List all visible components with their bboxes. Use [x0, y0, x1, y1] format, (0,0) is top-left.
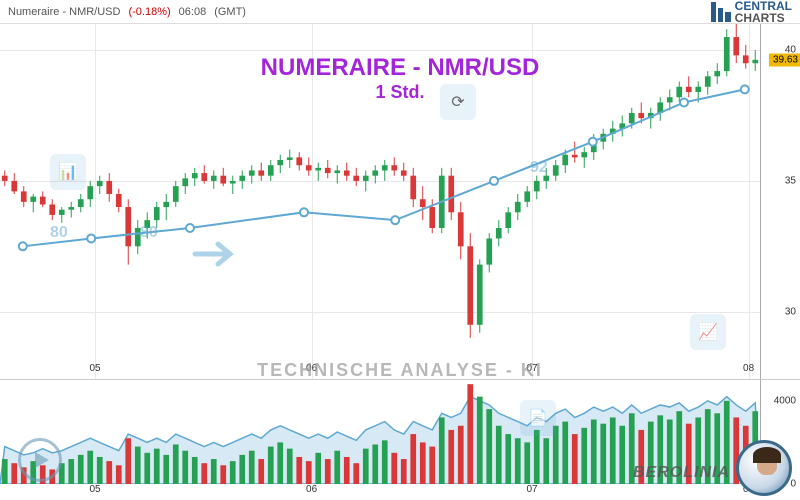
chart-title-overlay: NUMERAIRE - NMR/USD 1 Std.: [261, 54, 540, 103]
timezone: (GMT): [214, 6, 246, 18]
logo-bars-icon: [711, 2, 731, 22]
play-button[interactable]: [18, 438, 62, 482]
current-price-label: 39.63: [769, 53, 800, 66]
watermark-doc-icon: 📄: [520, 400, 556, 436]
price-chart-panel[interactable]: NUMERAIRE - NMR/USD 1 Std. 808092 📊 ⟳ 📈 …: [0, 24, 800, 380]
price-y-axis: 303540 39.63: [760, 24, 800, 379]
assistant-avatar[interactable]: [736, 440, 792, 496]
brand-watermark: BEROLINIA: [633, 464, 730, 482]
header-bar: Numeraire - NMR/USD (-0.18%) 06:08 (GMT)…: [0, 0, 800, 24]
central-charts-logo[interactable]: CENTRALCHARTS: [711, 0, 792, 24]
chart-subtitle: 1 Std.: [261, 82, 540, 103]
time: 06:08: [179, 6, 207, 18]
volume-panel[interactable]: TECHNISCHE ANALYSE - KI 📄 04000 05060708…: [0, 380, 800, 500]
chart-title: NUMERAIRE - NMR/USD: [261, 54, 540, 82]
pct-change: (-0.18%): [128, 6, 170, 18]
volume-x-axis: 05060708: [0, 484, 760, 500]
pair-name: Numeraire - NMR/USD: [8, 6, 120, 18]
